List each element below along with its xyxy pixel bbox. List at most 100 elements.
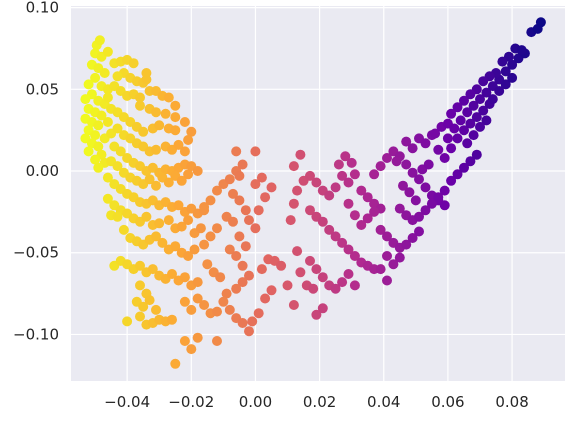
scatter-point [112,161,123,172]
scatter-point [481,87,492,98]
scatter-point [260,192,271,203]
scatter-point [173,139,184,150]
scatter-point [452,169,463,180]
scatter-point [305,170,315,181]
scatter-point [151,107,161,118]
scatter-point [330,283,341,294]
scatter-point [305,255,315,266]
scatter-point [375,161,386,172]
scatter-point [404,187,415,198]
x-tick-label: 0.08 [495,393,528,411]
scatter-point [183,215,194,226]
scatter-point [102,92,113,103]
scatter-point [228,188,238,199]
scatter-point [237,318,248,328]
data-points [80,17,546,369]
scatter-point [179,146,190,157]
scatter-point [349,210,360,221]
scatter-point [192,293,203,304]
scatter-point [147,264,158,275]
scatter-point [240,205,251,216]
scatter-point [163,92,174,103]
x-axis-ticks: −0.04 −0.02 0.00 0.02 0.04 0.06 0.08 [104,393,529,411]
scatter-point [240,241,251,252]
scatter-point [465,89,476,100]
scatter-point [455,115,466,126]
scatter-point [96,110,107,121]
scatter-point [141,68,152,78]
scatter-point [475,94,485,105]
scatter-point [186,304,197,315]
scatter-point [253,205,264,216]
scatter-point [195,223,206,234]
y-tick-label: −0.05 [13,244,59,262]
scatter-point [500,66,511,77]
scatter-point [288,198,299,209]
scatter-point [346,157,357,168]
scatter-point [311,309,322,320]
scatter-point [535,17,546,28]
scatter-point [433,144,444,155]
scatter-point [202,259,213,270]
scatter-point [90,154,101,165]
scatter-point [465,156,476,167]
x-tick-label: 0.04 [367,393,400,411]
scatter-point [253,308,264,319]
scatter-point [186,126,197,137]
scatter-point [362,192,373,203]
scatter-point [237,260,248,271]
scatter-point [144,174,155,185]
scatter-point [244,215,254,226]
scatter-point [446,108,457,119]
scatter-point [439,200,450,211]
scatter-point [382,251,392,261]
scatter-point [151,231,161,242]
scatter-point [407,167,418,178]
scatter-point [250,146,261,157]
scatter-point [183,135,194,145]
scatter-point [221,288,232,299]
scatter-point [382,275,392,286]
scatter-point [93,162,104,173]
scatter-point [157,237,168,248]
scatter-point [244,326,254,337]
scatter-point [90,72,101,83]
scatter-point [337,277,348,288]
scatter-point [231,146,242,157]
scatter-point [305,205,315,216]
scatter-point [199,300,210,310]
scatter-point [154,120,165,131]
scatter-point [205,195,216,206]
scatter-point [189,244,200,255]
scatter-point [343,244,354,255]
scatter-point [330,231,341,242]
scatter-point [292,185,303,196]
scatter-point [192,166,203,176]
scatter-point [282,280,293,291]
scatter-point [471,149,482,160]
scatter-point [170,112,181,123]
scatter-point [459,125,469,136]
scatter-point [224,174,235,185]
scatter-point [173,200,184,211]
scatter-point [256,172,267,183]
scatter-point [212,185,222,196]
scatter-point [407,233,418,243]
scatter-point [151,144,161,155]
scatter-point [163,215,174,226]
scatter-point [446,143,457,154]
scatter-point [356,185,367,196]
scatter-point [138,301,149,312]
scatter-point [394,252,405,263]
scatter-point [260,293,271,304]
scatter-point [179,117,190,127]
scatter-point [439,153,450,163]
scatter-point [288,161,299,172]
scatter-point [183,251,194,261]
scatter-point [516,45,527,56]
scatter-point [330,182,341,193]
scatter-point [343,177,354,188]
scatter-point [394,203,405,214]
scatter-point [212,306,222,317]
scatter-point [478,76,489,87]
